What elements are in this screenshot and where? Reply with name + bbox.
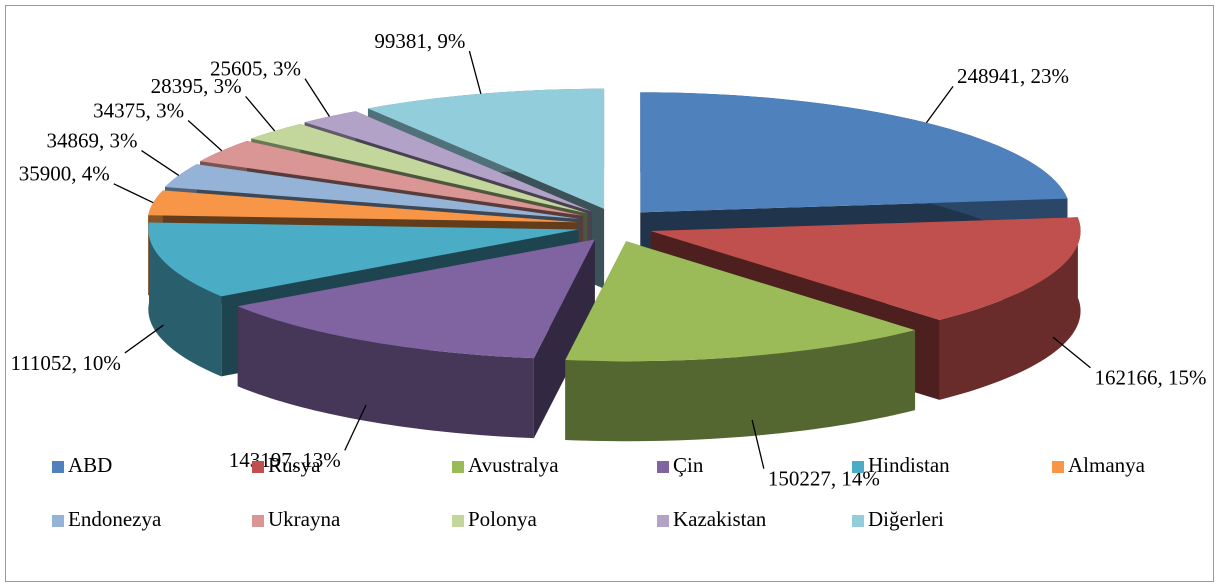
legend-label: Hindistan [868, 453, 950, 477]
data-label: 25605, 3% [210, 57, 301, 81]
data-label: 35900, 4% [19, 162, 110, 186]
legend-label: Almanya [1068, 453, 1146, 477]
legend-label: ABD [68, 453, 112, 477]
leader-line [113, 183, 154, 204]
data-label: 111052, 10% [10, 351, 120, 375]
legend-swatch [657, 461, 669, 473]
slice-side [565, 330, 916, 442]
slice [640, 92, 1068, 213]
data-label: 34869, 3% [46, 128, 137, 152]
leader-line [245, 95, 276, 132]
data-label: 34375, 3% [93, 98, 184, 122]
leader-line [468, 50, 482, 94]
data-label: 28395, 3% [151, 74, 242, 98]
leader-line [1052, 336, 1091, 369]
slice [164, 164, 580, 219]
slice [148, 190, 578, 223]
slice [251, 124, 588, 214]
slice [200, 140, 584, 216]
legend-label: Ukrayna [268, 507, 341, 531]
data-label: 162166, 15% [1094, 366, 1206, 390]
slice [237, 239, 595, 359]
slice-side [148, 222, 222, 377]
leader-line [751, 419, 765, 469]
data-label: 143197, 13% [229, 448, 341, 472]
legend-label: Avustralya [468, 453, 559, 477]
legend-swatch [852, 515, 864, 527]
legend-label: Diğerleri [868, 507, 944, 531]
legend-swatch [52, 515, 64, 527]
leader-line [925, 85, 954, 124]
data-label: 248941, 23% [957, 64, 1069, 88]
slice-group [237, 239, 595, 439]
slice-group [565, 241, 916, 442]
slice-side [237, 306, 534, 439]
leader-line [141, 150, 180, 176]
slice-side [939, 217, 1081, 400]
leader-line [344, 404, 367, 451]
legend-label: Rusya [268, 453, 321, 477]
leader-line [304, 78, 331, 117]
legend-swatch [852, 461, 864, 473]
slice [304, 111, 592, 212]
slice [650, 217, 1081, 320]
slice [148, 222, 579, 297]
legend-label: Polonya [468, 507, 538, 531]
legend-label: Kazakistan [673, 507, 767, 531]
slice [367, 88, 605, 209]
legend-label: Endonezya [68, 507, 162, 531]
legend-swatch [252, 515, 264, 527]
data-label: 99381, 9% [374, 29, 465, 53]
legend-swatch [452, 515, 464, 527]
legend-swatch [1052, 461, 1064, 473]
legend-swatch [657, 515, 669, 527]
slice [565, 241, 916, 362]
legend-swatch [452, 461, 464, 473]
legend-label: Çin [673, 453, 704, 477]
legend-swatch [252, 461, 264, 473]
leader-line [187, 119, 223, 152]
legend-swatch [52, 461, 64, 473]
leader-line [124, 324, 164, 354]
